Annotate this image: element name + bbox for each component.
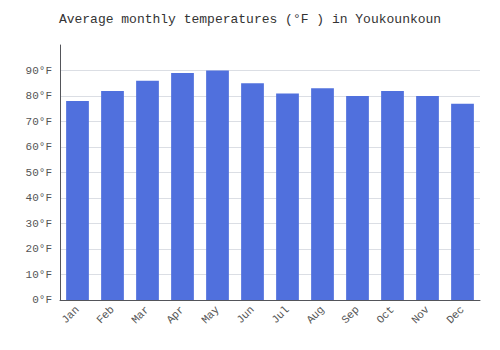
svg-text:Jul: Jul	[269, 304, 291, 326]
svg-text:Feb: Feb	[94, 304, 116, 326]
svg-text:30°F: 30°F	[26, 218, 52, 230]
svg-text:Aug: Aug	[304, 304, 326, 326]
svg-text:20°F: 20°F	[26, 243, 52, 255]
svg-text:0°F: 0°F	[32, 294, 52, 306]
svg-text:Apr: Apr	[164, 304, 186, 326]
svg-text:Mar: Mar	[129, 304, 151, 326]
svg-text:50°F: 50°F	[26, 167, 52, 179]
svg-text:60°F: 60°F	[26, 141, 52, 153]
svg-text:Average monthly temperatures (: Average monthly temperatures (°F ) in Yo…	[59, 12, 441, 27]
svg-text:Sep: Sep	[339, 304, 361, 326]
svg-text:40°F: 40°F	[26, 192, 52, 204]
svg-text:Oct: Oct	[374, 304, 396, 326]
svg-text:Jun: Jun	[234, 304, 256, 326]
svg-text:May: May	[199, 303, 222, 326]
svg-text:80°F: 80°F	[26, 90, 52, 102]
svg-text:Nov: Nov	[409, 303, 432, 326]
svg-text:Jan: Jan	[59, 304, 81, 326]
svg-text:70°F: 70°F	[26, 116, 52, 128]
svg-text:10°F: 10°F	[26, 269, 52, 281]
svg-text:90°F: 90°F	[26, 65, 52, 77]
svg-text:Dec: Dec	[444, 304, 466, 326]
